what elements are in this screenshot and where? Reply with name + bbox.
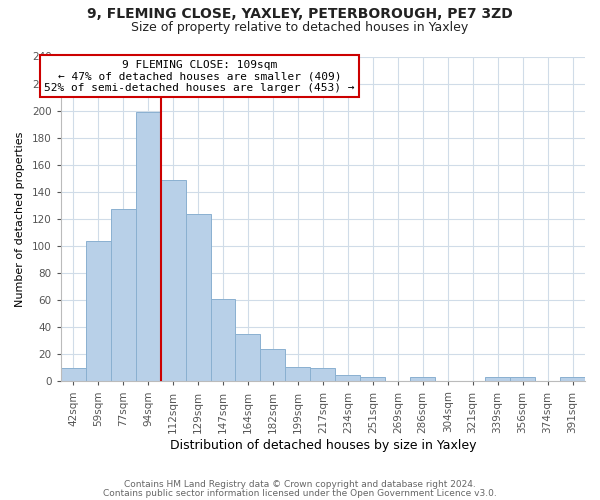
Text: 9, FLEMING CLOSE, YAXLEY, PETERBOROUGH, PE7 3ZD: 9, FLEMING CLOSE, YAXLEY, PETERBOROUGH, … [87,8,513,22]
Bar [410,378,435,382]
Text: Contains public sector information licensed under the Open Government Licence v3: Contains public sector information licen… [103,489,497,498]
Bar [235,334,260,382]
Bar [510,378,535,382]
Bar [211,299,235,382]
Text: Contains HM Land Registry data © Crown copyright and database right 2024.: Contains HM Land Registry data © Crown c… [124,480,476,489]
Text: Size of property relative to detached houses in Yaxley: Size of property relative to detached ho… [131,22,469,35]
Text: 9 FLEMING CLOSE: 109sqm
← 47% of detached houses are smaller (409)
52% of semi-d: 9 FLEMING CLOSE: 109sqm ← 47% of detache… [44,60,355,93]
Bar [61,368,86,382]
Y-axis label: Number of detached properties: Number of detached properties [15,132,25,306]
Bar [335,374,361,382]
Bar [136,112,161,382]
Bar [110,210,136,382]
Bar [485,378,510,382]
X-axis label: Distribution of detached houses by size in Yaxley: Distribution of detached houses by size … [170,440,476,452]
Bar [185,214,211,382]
Bar [86,240,110,382]
Bar [310,368,335,382]
Bar [560,378,585,382]
Bar [286,366,310,382]
Bar [361,378,385,382]
Bar [260,349,286,382]
Bar [161,180,185,382]
